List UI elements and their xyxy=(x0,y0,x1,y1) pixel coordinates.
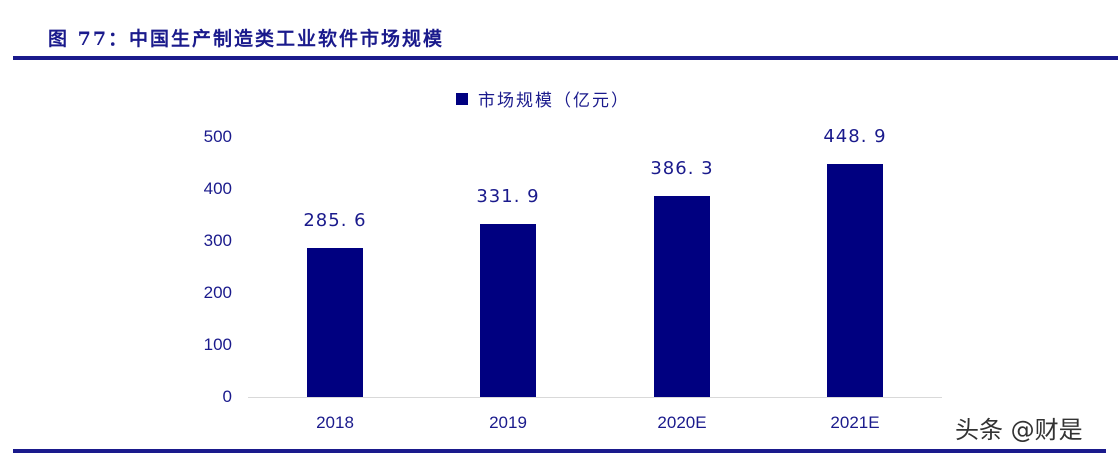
bar-value-label: 285. 6 xyxy=(303,210,367,232)
figure-title: 图 77：中国生产制造类工业软件市场规模 xyxy=(48,28,445,50)
bar-2019 xyxy=(480,224,536,397)
bar-2018 xyxy=(307,248,363,397)
chart-legend: 市场规模（亿元） xyxy=(456,86,630,111)
watermark: 头条 @财是 xyxy=(955,416,1083,444)
bar-value-label: 448. 9 xyxy=(823,125,887,147)
x-tick-label: 2018 xyxy=(316,413,354,432)
x-tick-label: 2019 xyxy=(489,413,527,432)
y-tick-label: 500 xyxy=(203,127,232,146)
y-tick-label: 400 xyxy=(203,179,232,198)
y-tick-label: 300 xyxy=(203,231,232,250)
x-tick-label: 2021E xyxy=(830,413,880,432)
y-tick-label: 100 xyxy=(203,335,232,354)
bar-2021E xyxy=(827,163,883,397)
bottom-rule-divider xyxy=(13,449,1106,453)
bar-value-label: 331. 9 xyxy=(476,186,540,208)
y-tick-label: 0 xyxy=(222,387,232,406)
top-rule-divider xyxy=(13,56,1118,60)
bar-2020E xyxy=(654,196,710,397)
bar-value-label: 386. 3 xyxy=(650,158,714,180)
legend-label: 市场规模（亿元） xyxy=(478,91,630,111)
x-tick-label: 2020E xyxy=(657,413,707,432)
x-axis-line xyxy=(248,397,942,398)
legend-swatch-icon xyxy=(456,92,468,105)
y-tick-label: 200 xyxy=(203,283,232,302)
